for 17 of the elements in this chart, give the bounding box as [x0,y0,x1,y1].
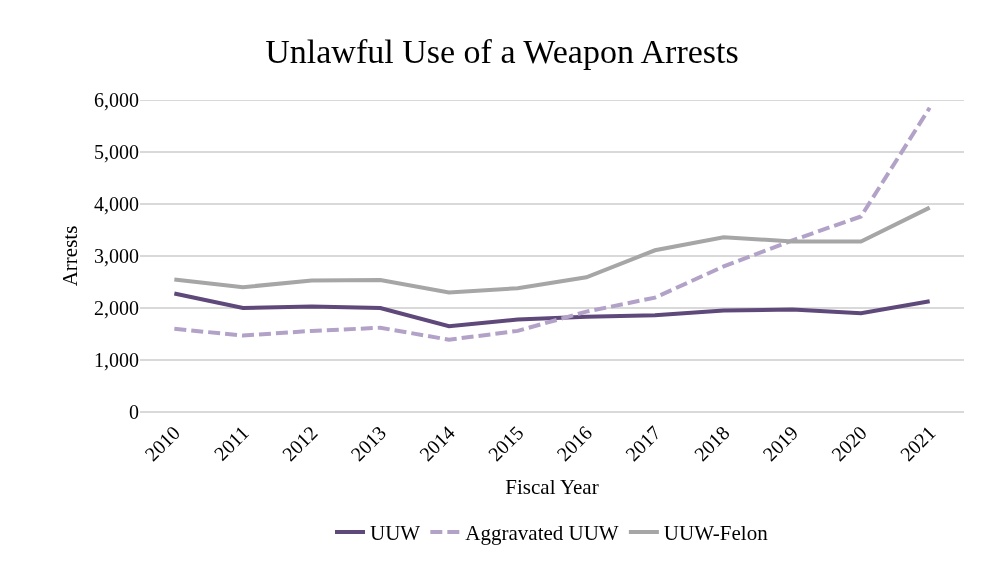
legend-label: Aggravated UUW [465,521,619,546]
line-series [172,291,932,329]
legend-label: UUW-Felon [663,521,769,546]
y-tick-label: 6,000 [94,89,139,111]
y-tick-label: 4,000 [94,193,139,215]
y-tick-label: 1,000 [94,349,139,371]
chart-title: Unlawful Use of a Weapon Arrests [265,33,739,71]
x-axis-title: Fiscal Year [505,475,599,500]
y-tick-label: 5,000 [94,141,139,163]
line-series [172,205,932,295]
x-tick-label: 2011 [209,421,253,465]
line-series [172,105,932,342]
y-tick-label: 3,000 [94,245,139,267]
legend-label: UUW [370,521,421,546]
y-tick-label: 0 [129,401,139,423]
y-axis-title: Arrests [58,225,83,287]
y-tick-label: 2,000 [94,297,139,319]
